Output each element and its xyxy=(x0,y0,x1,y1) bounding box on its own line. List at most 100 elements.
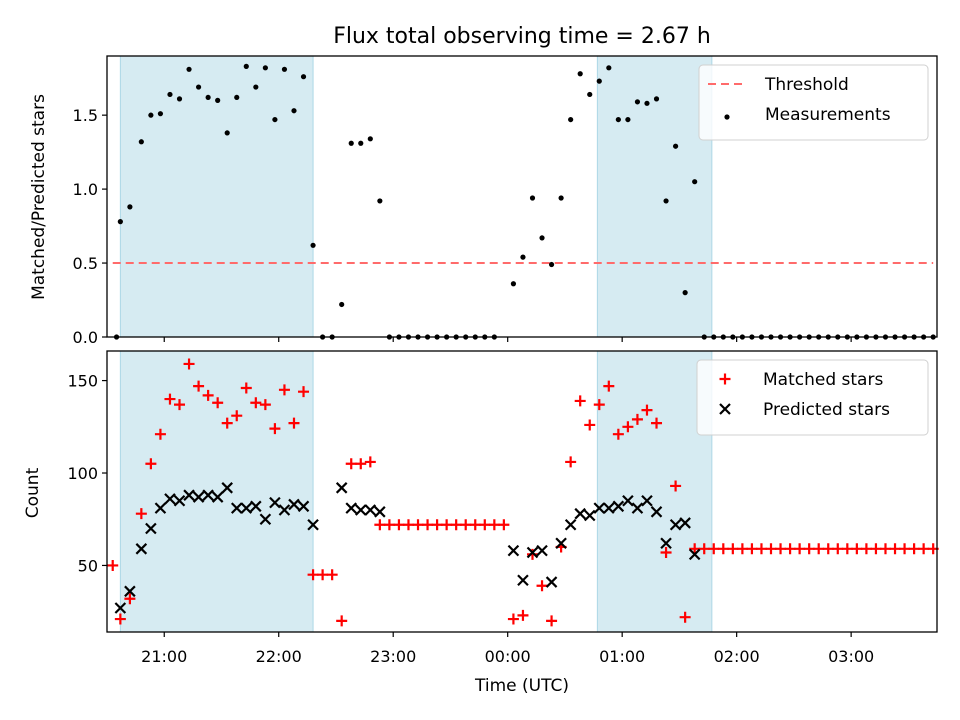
predicted-point xyxy=(517,574,529,587)
predicted-point xyxy=(259,513,272,526)
predicted-point xyxy=(555,537,567,550)
measurement-point xyxy=(157,111,164,117)
measurement-point xyxy=(148,112,154,118)
predicted-point xyxy=(631,502,644,514)
x-tick-label: 22:00 xyxy=(256,647,302,666)
matched-point xyxy=(870,543,882,555)
matched-point xyxy=(479,519,491,531)
matched-point xyxy=(240,382,252,394)
predicted-point xyxy=(564,518,577,531)
matched-point xyxy=(364,456,376,468)
predicted-point xyxy=(603,502,615,514)
matched-point xyxy=(307,569,319,581)
matched-point xyxy=(202,389,214,401)
predicted-point xyxy=(250,500,262,513)
legend: Matched stars Predicted stars xyxy=(696,359,929,436)
matched-point xyxy=(422,519,434,531)
legend-label: Matched stars xyxy=(763,370,883,390)
predicted-point xyxy=(660,537,672,550)
measurement-point xyxy=(215,97,221,103)
x-tick-label: 02:00 xyxy=(714,647,760,666)
predicted-point xyxy=(335,482,348,494)
matched-point xyxy=(832,543,844,555)
matched-point xyxy=(393,519,405,531)
measurement-point xyxy=(138,139,144,145)
measurement-point xyxy=(205,94,211,101)
matched-point xyxy=(135,508,147,520)
measurement-point xyxy=(367,136,373,142)
predicted-point xyxy=(240,502,253,514)
predicted-point xyxy=(221,482,233,494)
chart-title: Flux total observing time = 2.67 h xyxy=(333,24,711,49)
measurement-point xyxy=(234,94,240,101)
predicted-point xyxy=(612,500,625,513)
predicted-point xyxy=(641,494,653,507)
predicted-point xyxy=(650,506,663,518)
predicted-point xyxy=(583,509,596,522)
matched-point xyxy=(708,543,720,555)
matched-point xyxy=(574,395,586,407)
predicted-point xyxy=(364,504,377,516)
predicted-point xyxy=(622,494,634,507)
y-tick-label: 1.0 xyxy=(73,180,98,199)
matched-point xyxy=(889,543,901,555)
matched-point xyxy=(402,519,414,531)
predicted-point xyxy=(211,491,224,503)
matched-point xyxy=(145,458,157,470)
predicted-point xyxy=(183,489,195,501)
measurement-point xyxy=(358,140,364,146)
series-predicted-stars xyxy=(114,482,701,614)
predicted-point xyxy=(574,507,586,520)
measurement-point xyxy=(606,65,612,71)
shaded-interval xyxy=(596,350,713,633)
measurement-point xyxy=(568,116,574,123)
measurement-point xyxy=(281,66,288,72)
measurement-point xyxy=(195,84,202,90)
predicted-point xyxy=(154,502,167,514)
matched-point xyxy=(488,519,500,531)
predicted-point xyxy=(679,517,691,529)
measurement-point xyxy=(596,78,602,84)
matched-point xyxy=(526,548,538,560)
matched-point xyxy=(860,543,872,555)
matched-point xyxy=(765,543,777,555)
matched-point xyxy=(631,413,643,425)
measurement-point xyxy=(272,116,278,123)
matched-point xyxy=(851,543,863,555)
measurement-point xyxy=(615,116,621,123)
matched-point xyxy=(546,615,558,627)
predicted-point xyxy=(593,502,606,514)
top-ylabel: Matched/Predicted stars xyxy=(29,94,49,300)
matched-point xyxy=(918,543,930,555)
predicted-point xyxy=(202,489,214,501)
axes-frame xyxy=(106,350,938,633)
x-tick-label: 21:00 xyxy=(141,647,187,666)
matched-point xyxy=(794,543,806,555)
shaded-interval xyxy=(119,55,314,338)
matched-point xyxy=(775,543,787,555)
predicted-point xyxy=(354,504,367,516)
legend-matched-swatch xyxy=(719,373,731,385)
panel-ratio: 0.0 0.5 1.0 1.5 Threshold Measurements xyxy=(73,55,938,347)
matched-point xyxy=(345,458,357,470)
matched-point xyxy=(383,519,395,531)
x-tick-label: 01:00 xyxy=(599,647,645,666)
matched-point xyxy=(565,456,577,468)
measurement-point xyxy=(682,290,688,296)
measurement-point xyxy=(653,96,660,102)
matched-point xyxy=(717,543,729,555)
matched-point xyxy=(813,543,825,555)
x-tick-label: 23:00 xyxy=(370,647,416,666)
predicted-point xyxy=(164,493,176,505)
measurement-point xyxy=(167,91,173,98)
legend-label: Threshold xyxy=(764,75,849,95)
measurement-point xyxy=(539,235,545,241)
measurement-point xyxy=(377,198,383,204)
matched-point xyxy=(450,519,462,531)
panel-counts: 50 100 150 21:00 22:00 23:00 00:00 01:00 02:00 03… xyxy=(67,350,939,666)
predicted-point xyxy=(297,500,310,513)
measurement-point xyxy=(127,204,133,210)
measurement-point xyxy=(510,281,517,287)
matched-point xyxy=(174,399,186,411)
